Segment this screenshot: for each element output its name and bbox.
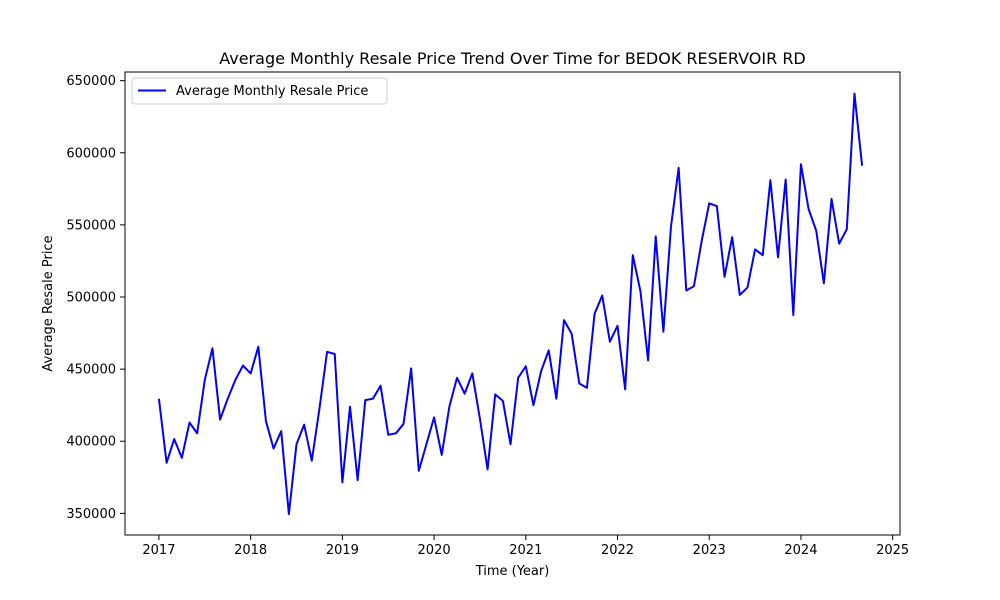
y-axis-title: Average Resale Price — [41, 235, 56, 371]
x-tick-label: 2019 — [326, 543, 359, 558]
y-tick-label: 550000 — [66, 218, 116, 233]
y-tick-label: 450000 — [66, 363, 116, 378]
x-tick-label: 2024 — [784, 543, 817, 558]
series-group — [157, 92, 864, 516]
x-tick-label: 2018 — [234, 543, 267, 558]
y-tick-label: 400000 — [66, 435, 116, 450]
y-tick-label: 650000 — [66, 74, 116, 89]
x-tick-label: 2020 — [418, 543, 451, 558]
plot-frame — [124, 71, 901, 536]
series-line-0 — [157, 92, 864, 516]
y-tick-label: 600000 — [66, 146, 116, 161]
x-tick-label: 2025 — [876, 543, 909, 558]
plot-area: 2017 2018 2019 2020 2021 2022 2023 2024 2025 350… — [66, 71, 909, 558]
y-axis: 350000 400000 450000 500000 550000 600000 6500… — [66, 74, 125, 522]
x-axis: 2017 2018 2019 2020 2021 2022 2023 2024 2025 — [142, 535, 909, 558]
legend-box — [131, 77, 388, 105]
x-tick-label: 2023 — [693, 543, 726, 558]
x-axis-title: Time (Year) — [475, 564, 550, 579]
x-tick-label: 2021 — [509, 543, 542, 558]
y-tick-label: 500000 — [66, 291, 116, 306]
chart-title: Average Monthly Resale Price Trend Over … — [219, 49, 806, 68]
x-tick-label: 2022 — [601, 543, 634, 558]
y-tick-label: 350000 — [66, 507, 116, 522]
legend-label: Average Monthly Resale Price — [176, 84, 368, 99]
legend: Average Monthly Resale Price — [131, 77, 388, 105]
x-tick-label: 2017 — [142, 543, 175, 558]
